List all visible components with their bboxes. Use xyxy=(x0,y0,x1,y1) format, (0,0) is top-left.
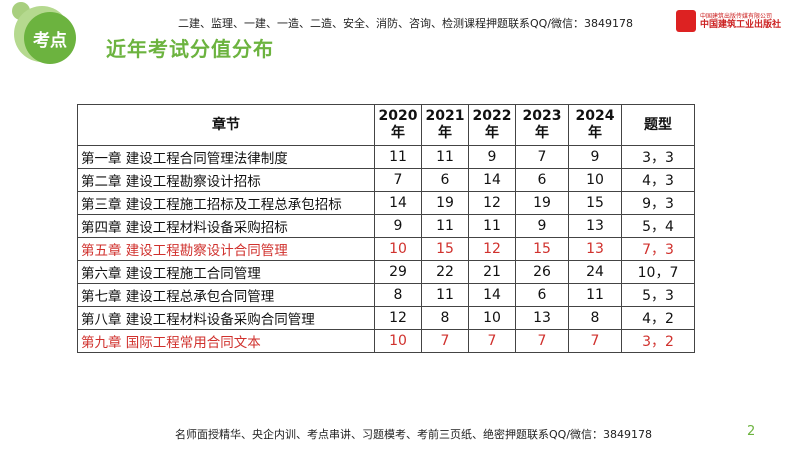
chapter-cell: 第二章 建设工程勘察设计招标 xyxy=(77,168,375,192)
score-cell: 7 xyxy=(515,329,569,353)
score-cell: 11 xyxy=(568,283,622,307)
score-cell: 11 xyxy=(421,283,469,307)
score-cell: 8 xyxy=(568,306,622,330)
score-cell: 9 xyxy=(374,214,422,238)
score-cell: 6 xyxy=(421,168,469,192)
table-row: 第三章 建设工程施工招标及工程总承包招标 14 19 12 19 15 9，3 xyxy=(77,191,695,215)
score-cell: 10 xyxy=(568,168,622,192)
score-cell: 11 xyxy=(374,145,422,169)
score-cell: 7 xyxy=(374,168,422,192)
topic-badge: 考点 xyxy=(24,12,76,64)
score-cell: 7 xyxy=(468,329,516,353)
score-cell: 12 xyxy=(468,237,516,261)
score-cell: 24 xyxy=(568,260,622,284)
contact-note: 二建、监理、一建、一造、二造、安全、消防、咨询、检测课程押题联系QQ/微信：38… xyxy=(178,17,634,30)
score-cell: 19 xyxy=(515,191,569,215)
table-row: 第五章 建设工程勘察设计合同管理 10 15 12 15 13 7，3 xyxy=(77,237,695,261)
page-number: 2 xyxy=(747,424,756,439)
score-cell: 12 xyxy=(468,191,516,215)
score-cell: 10 xyxy=(468,306,516,330)
question-type-cell: 5，4 xyxy=(621,214,695,238)
publisher-logo: 中国建筑出版传媒有限公司 中国建筑工业出版社 xyxy=(676,10,781,32)
table-row: 第六章 建设工程施工合同管理 29 22 21 26 24 10，7 xyxy=(77,260,695,284)
table-row: 第八章 建设工程材料设备采购合同管理 12 8 10 13 8 4，2 xyxy=(77,306,695,330)
score-cell: 10 xyxy=(374,237,422,261)
column-header: 2023年 xyxy=(515,104,569,146)
logo-line2: 中国建筑工业出版社 xyxy=(700,20,782,30)
column-header: 题型 xyxy=(621,104,695,146)
score-cell: 7 xyxy=(421,329,469,353)
column-header: 章节 xyxy=(77,104,375,146)
score-cell: 14 xyxy=(468,168,516,192)
column-header: 2021年 xyxy=(421,104,469,146)
question-type-cell: 10，7 xyxy=(621,260,695,284)
score-cell: 14 xyxy=(374,191,422,215)
score-cell: 13 xyxy=(568,214,622,238)
chapter-cell: 第四章 建设工程材料设备采购招标 xyxy=(77,214,375,238)
score-cell: 12 xyxy=(374,306,422,330)
chapter-cell: 第七章 建设工程总承包合同管理 xyxy=(77,283,375,307)
column-header: 2020年 xyxy=(374,104,422,146)
score-cell: 26 xyxy=(515,260,569,284)
score-cell: 9 xyxy=(468,145,516,169)
page-title: 近年考试分值分布 xyxy=(106,37,274,61)
table-row: 第九章 国际工程常用合同文本 10 7 7 7 7 3，2 xyxy=(77,329,695,353)
score-cell: 9 xyxy=(568,145,622,169)
score-cell: 13 xyxy=(515,306,569,330)
chapter-cell: 第三章 建设工程施工招标及工程总承包招标 xyxy=(77,191,375,215)
question-type-cell: 9，3 xyxy=(621,191,695,215)
chapter-cell: 第九章 国际工程常用合同文本 xyxy=(77,329,375,353)
question-type-cell: 5，3 xyxy=(621,283,695,307)
table-row: 第二章 建设工程勘察设计招标 7 6 14 6 10 4，3 xyxy=(77,168,695,192)
question-type-cell: 3，3 xyxy=(621,145,695,169)
chapter-cell: 第五章 建设工程勘察设计合同管理 xyxy=(77,237,375,261)
table-row: 第四章 建设工程材料设备采购招标 9 11 11 9 13 5，4 xyxy=(77,214,695,238)
question-type-cell: 7，3 xyxy=(621,237,695,261)
score-cell: 13 xyxy=(568,237,622,261)
score-cell: 11 xyxy=(468,214,516,238)
score-cell: 9 xyxy=(515,214,569,238)
score-cell: 14 xyxy=(468,283,516,307)
score-cell: 15 xyxy=(515,237,569,261)
question-type-cell: 3，2 xyxy=(621,329,695,353)
score-cell: 11 xyxy=(421,214,469,238)
score-cell: 15 xyxy=(421,237,469,261)
score-cell: 8 xyxy=(421,306,469,330)
question-type-cell: 4，3 xyxy=(621,168,695,192)
score-cell: 8 xyxy=(374,283,422,307)
table-row: 第七章 建设工程总承包合同管理 8 11 14 6 11 5，3 xyxy=(77,283,695,307)
score-cell: 21 xyxy=(468,260,516,284)
score-table: 章节 2020年 2021年 2022年 2023年 2024年 题型 第一章 建设工程合同… xyxy=(77,104,695,353)
column-header: 2024年 xyxy=(568,104,622,146)
score-cell: 6 xyxy=(515,168,569,192)
chapter-cell: 第八章 建设工程材料设备采购合同管理 xyxy=(77,306,375,330)
score-cell: 11 xyxy=(421,145,469,169)
score-cell: 10 xyxy=(374,329,422,353)
score-cell: 19 xyxy=(421,191,469,215)
question-type-cell: 4，2 xyxy=(621,306,695,330)
score-cell: 7 xyxy=(515,145,569,169)
score-cell: 6 xyxy=(515,283,569,307)
score-cell: 7 xyxy=(568,329,622,353)
score-cell: 15 xyxy=(568,191,622,215)
chapter-cell: 第一章 建设工程合同管理法律制度 xyxy=(77,145,375,169)
column-header: 2022年 xyxy=(468,104,516,146)
score-cell: 22 xyxy=(421,260,469,284)
score-cell: 29 xyxy=(374,260,422,284)
table-row: 第一章 建设工程合同管理法律制度 11 11 9 7 9 3，3 xyxy=(77,145,695,169)
footer-note: 名师面授精华、央企内训、考点串讲、习题模考、考前三页纸、绝密押题联系QQ/微信：… xyxy=(175,428,653,441)
logo-line1: 中国建筑出版传媒有限公司 xyxy=(700,13,773,20)
chapter-cell: 第六章 建设工程施工合同管理 xyxy=(77,260,375,284)
publisher-logo-icon xyxy=(676,10,696,32)
